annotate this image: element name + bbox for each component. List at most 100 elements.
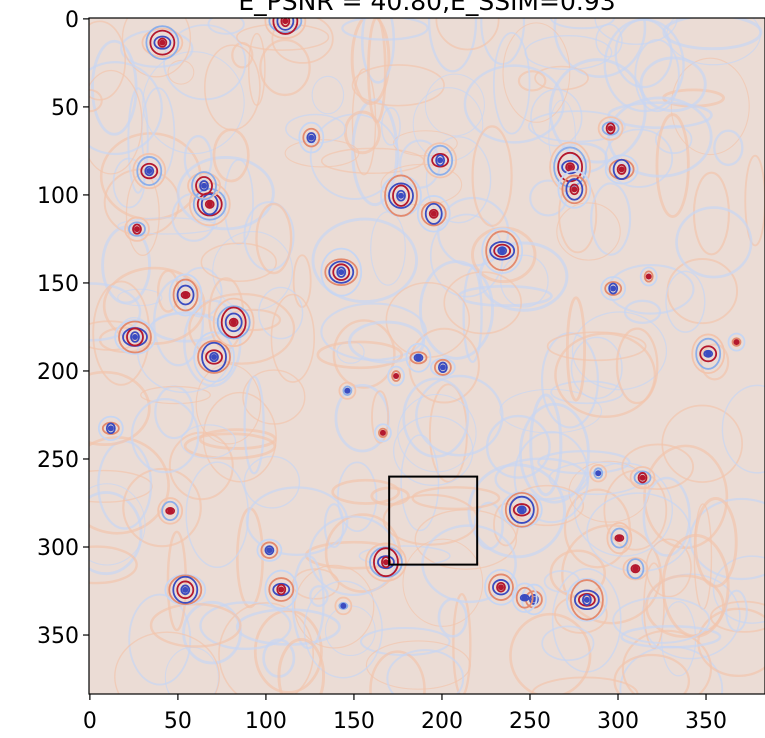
texture (670, 57, 750, 156)
texture (590, 182, 632, 256)
texture (428, 208, 439, 219)
texture (182, 586, 189, 593)
texture (703, 349, 714, 358)
texture (101, 225, 152, 305)
texture (634, 38, 680, 113)
texture (643, 270, 654, 283)
texture (509, 612, 592, 694)
texture (393, 373, 400, 380)
texture (709, 600, 765, 633)
texture (336, 266, 347, 278)
texture (157, 497, 184, 525)
texture (616, 535, 623, 542)
texture (571, 311, 668, 391)
texture (306, 132, 317, 144)
texture (610, 285, 617, 292)
texture (529, 594, 539, 605)
texture (105, 422, 116, 435)
texture (131, 333, 138, 340)
texture (89, 483, 146, 566)
texture (402, 377, 470, 458)
texture (443, 271, 522, 335)
texture (691, 333, 726, 375)
texture (268, 18, 303, 34)
texture (161, 500, 180, 521)
texture (180, 424, 237, 459)
texture (121, 18, 192, 78)
texture (499, 247, 506, 254)
texture (341, 18, 429, 41)
texture (415, 374, 504, 457)
texture (431, 153, 450, 168)
texture (149, 29, 176, 56)
texture (529, 179, 568, 217)
texture (398, 192, 405, 199)
texture (348, 320, 426, 364)
texture (437, 361, 448, 374)
texture (396, 189, 406, 202)
texture (607, 96, 713, 178)
texture (124, 216, 150, 242)
y-tick-label: 350 (37, 624, 79, 649)
texture (499, 388, 603, 434)
texture (645, 538, 692, 598)
texture (700, 343, 730, 381)
texture (629, 466, 656, 490)
texture (620, 625, 722, 649)
texture (182, 292, 189, 299)
texture (260, 541, 279, 559)
texture (565, 577, 608, 622)
texture (515, 586, 534, 609)
texture (626, 558, 645, 580)
y-tick-label: 250 (37, 448, 79, 473)
texture (713, 129, 744, 167)
texture (603, 469, 668, 551)
texture (285, 113, 346, 144)
texture (185, 461, 250, 569)
texture (600, 276, 627, 301)
texture (136, 156, 163, 186)
texture (114, 631, 220, 694)
texture (639, 266, 658, 287)
texture (478, 241, 569, 312)
texture (276, 18, 295, 31)
texture (387, 365, 405, 387)
texture (612, 596, 711, 644)
texture (489, 240, 516, 261)
texture (604, 154, 639, 185)
texture (557, 170, 592, 209)
texture (195, 176, 213, 196)
texture (107, 425, 114, 432)
texture (497, 584, 504, 591)
texture (91, 39, 138, 136)
texture (316, 340, 404, 370)
texture (264, 18, 307, 40)
texture (324, 605, 376, 657)
x-tick-label: 100 (245, 709, 287, 734)
texture (176, 580, 195, 600)
texture (303, 580, 383, 679)
texture (386, 649, 465, 694)
texture (255, 202, 293, 275)
texture (338, 381, 357, 400)
texture (548, 58, 647, 164)
texture (308, 134, 315, 141)
texture (276, 583, 287, 596)
texture (118, 320, 152, 354)
texture (705, 350, 712, 357)
texture (433, 358, 452, 376)
texture (268, 577, 295, 602)
y-tick-label: 100 (37, 184, 79, 209)
texture (351, 64, 445, 107)
texture (128, 221, 146, 237)
texture (463, 64, 565, 144)
texture (423, 142, 458, 179)
texture (521, 594, 528, 601)
texture (618, 166, 625, 173)
texture (334, 596, 353, 616)
texture (608, 282, 619, 295)
texture (452, 592, 472, 694)
texture (340, 602, 347, 609)
texture (493, 243, 512, 258)
texture (610, 527, 629, 549)
